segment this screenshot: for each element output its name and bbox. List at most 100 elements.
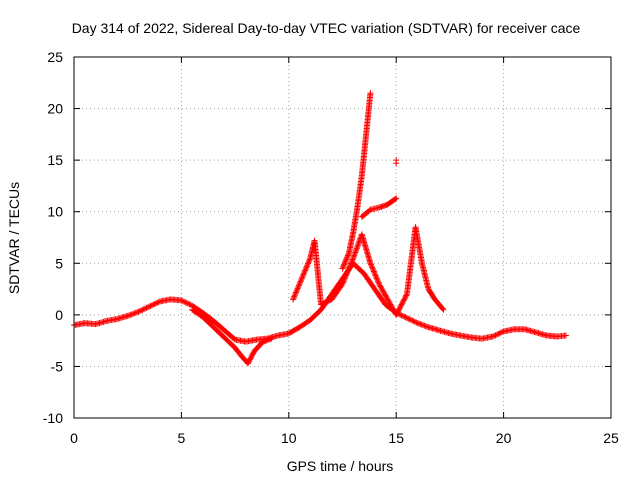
data-point <box>355 241 362 248</box>
data-point <box>390 306 397 313</box>
data-point <box>343 256 350 263</box>
data-point <box>373 275 380 282</box>
y-tick-label: 0 <box>55 307 63 323</box>
data-point <box>344 268 351 275</box>
data-point <box>406 316 413 323</box>
data-point <box>326 297 333 304</box>
data-point <box>366 207 373 214</box>
data-point <box>347 261 354 268</box>
data-point <box>296 279 303 286</box>
x-tick-label: 25 <box>603 430 619 446</box>
data-point <box>349 256 356 263</box>
data-point <box>291 293 298 300</box>
data-point <box>387 301 394 308</box>
data-point <box>378 286 385 293</box>
data-point <box>342 258 349 265</box>
data-point <box>347 260 354 267</box>
data-point <box>344 253 351 260</box>
data-point <box>397 302 404 309</box>
data-point <box>142 305 149 312</box>
x-tick-label: 10 <box>281 430 297 446</box>
data-point <box>372 271 379 278</box>
data-point <box>341 275 348 282</box>
data-point <box>338 282 345 289</box>
data-point <box>380 288 387 295</box>
data-point <box>322 299 329 306</box>
data-point <box>392 196 399 203</box>
data-point <box>499 329 506 336</box>
data-point <box>298 275 305 282</box>
data-point <box>318 301 325 308</box>
data-point <box>381 289 388 296</box>
data-point <box>340 262 347 269</box>
data-point <box>342 272 349 279</box>
data-point <box>144 304 151 311</box>
data-point <box>151 301 158 308</box>
data-point <box>421 322 428 329</box>
data-point <box>127 311 134 318</box>
data-point <box>155 299 162 306</box>
data-point <box>351 252 358 259</box>
data-point <box>401 295 408 302</box>
data-marks <box>71 90 569 367</box>
data-point <box>496 330 503 337</box>
data-point <box>187 301 194 308</box>
data-point <box>131 310 138 317</box>
data-point <box>181 298 188 305</box>
data-point <box>299 273 306 280</box>
data-point <box>386 300 393 307</box>
data-point <box>341 261 348 268</box>
data-point <box>395 307 402 314</box>
y-tick-label: 20 <box>47 101 63 117</box>
data-point <box>401 296 408 303</box>
data-point <box>378 284 385 291</box>
data-point <box>418 321 425 328</box>
data-point <box>396 305 403 312</box>
series-2 <box>339 90 374 272</box>
data-point <box>130 310 137 317</box>
data-point <box>154 299 161 306</box>
data-point <box>134 309 141 316</box>
x-axis-label: GPS time / hours <box>287 458 394 474</box>
data-point <box>294 285 301 292</box>
data-point <box>354 242 361 249</box>
data-point <box>398 312 405 319</box>
x-tick-label: 5 <box>178 430 186 446</box>
data-point <box>128 311 135 318</box>
data-point <box>398 301 405 308</box>
y-tick-label: 15 <box>47 152 63 168</box>
data-point <box>306 257 313 264</box>
data-point <box>411 318 418 325</box>
data-point <box>410 318 417 325</box>
data-point <box>374 278 381 285</box>
data-point <box>304 260 311 267</box>
series-1 <box>189 306 275 367</box>
data-point <box>143 304 150 311</box>
data-point <box>416 320 423 327</box>
plot-frame <box>73 56 612 419</box>
data-point <box>352 249 359 256</box>
data-point <box>394 309 401 316</box>
series-4 <box>290 224 447 318</box>
data-point <box>368 263 375 270</box>
data-point <box>139 306 146 313</box>
data-point <box>349 257 356 264</box>
data-point <box>491 332 498 339</box>
data-point <box>367 90 374 97</box>
data-point <box>146 303 153 310</box>
data-point <box>343 255 350 262</box>
chart-title: Day 314 of 2022, Sidereal Day-to-day VTE… <box>72 20 581 36</box>
data-point <box>393 160 400 167</box>
data-point <box>300 270 307 277</box>
data-point <box>148 302 155 309</box>
data-point <box>407 316 414 323</box>
data-point <box>295 282 302 289</box>
data-point <box>303 263 310 270</box>
data-point <box>344 270 351 277</box>
data-point <box>341 276 348 283</box>
y-tick-label: 10 <box>47 204 63 220</box>
data-point <box>440 306 447 313</box>
data-point <box>345 251 352 258</box>
data-point <box>497 329 504 336</box>
data-point <box>393 311 400 318</box>
